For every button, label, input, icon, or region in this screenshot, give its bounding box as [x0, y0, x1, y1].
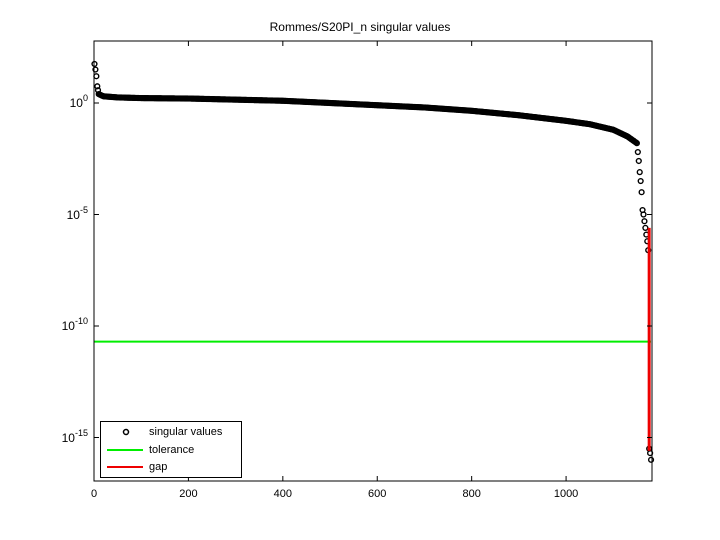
red-line-icon [107, 466, 143, 468]
x-tick-label: 200 [179, 488, 198, 500]
open-circle-marker-icon [122, 428, 130, 436]
axis-ticks [93, 41, 652, 481]
legend-item-tolerance: tolerance [101, 442, 241, 458]
y-tick-label: 100 [69, 93, 88, 110]
y-tick-label: 10-5 [66, 204, 88, 222]
plot-area [91, 60, 655, 463]
x-tick-label: 0 [90, 488, 98, 500]
legend-item-singular-values: singular values [101, 424, 241, 440]
y-tick-label: 10-10 [61, 316, 88, 333]
green-line-icon [107, 449, 143, 451]
axes-box [93, 40, 653, 482]
y-tick-label: 10-15 [61, 427, 88, 445]
legend-item-gap: gap [101, 459, 241, 475]
x-tick-label: 400 [273, 488, 292, 500]
chart-title: Rommes/S20PI_n singular values [269, 20, 451, 34]
x-tick-label: 1000 [553, 488, 579, 500]
x-tick-label: 600 [368, 488, 387, 500]
x-tick-label: 800 [462, 488, 481, 500]
legend: singular values tolerance gap [100, 421, 242, 478]
